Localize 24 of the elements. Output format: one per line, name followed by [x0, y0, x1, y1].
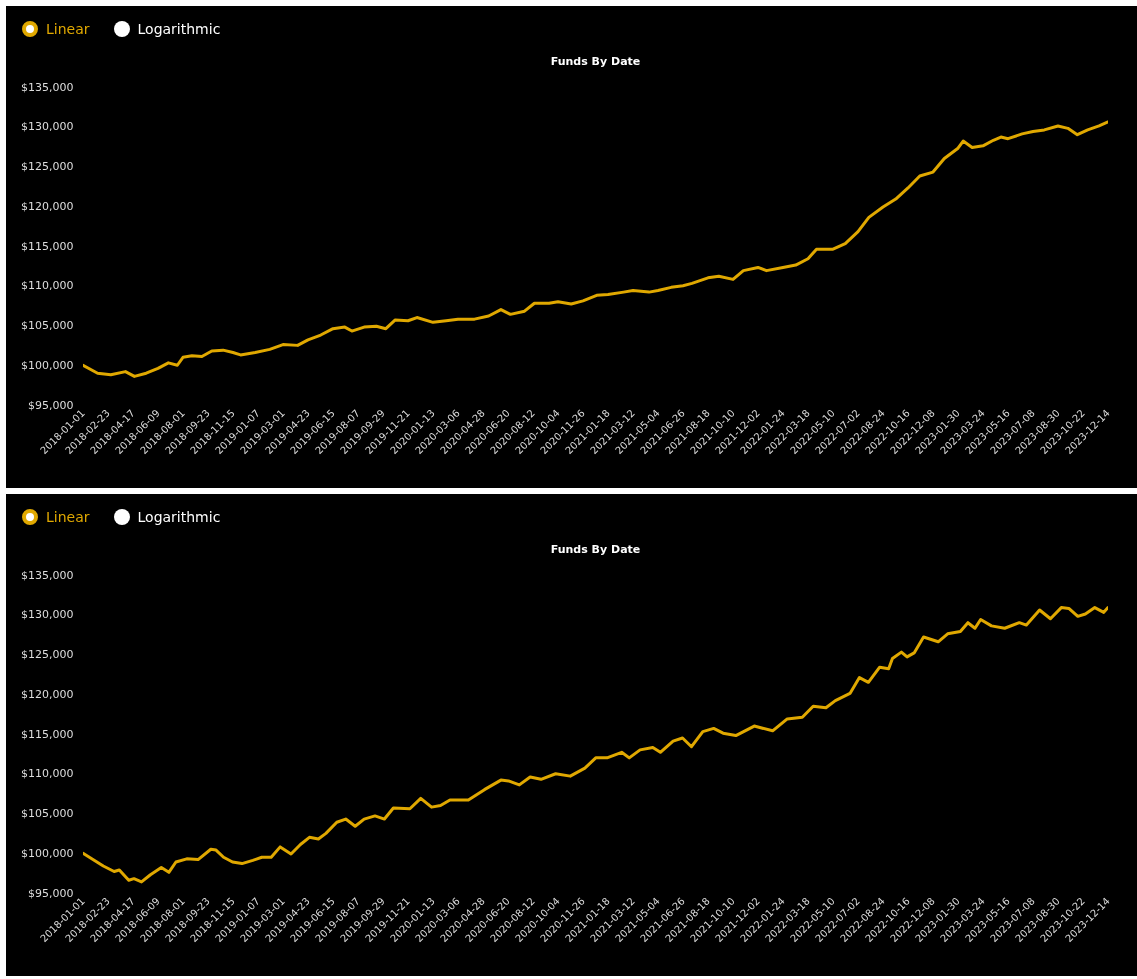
- y-tick-label: $120,000: [21, 199, 74, 213]
- line-series: [83, 606, 1108, 884]
- y-tick-label: $115,000: [21, 727, 74, 741]
- y-tick-label: $105,000: [21, 319, 74, 332]
- y-tick-label: $100,000: [21, 358, 74, 372]
- chart-title: Funds By Date: [550, 55, 641, 68]
- y-tick-label: $125,000: [21, 648, 74, 661]
- scale-radio-group: Linear Logarithmic: [22, 21, 221, 37]
- scale-radio-group: Linear Logarithmic: [22, 509, 221, 525]
- y-tick-label: $130,000: [21, 120, 74, 134]
- y-tick-label: $125,000: [21, 160, 74, 173]
- y-tick-label: $135,000: [21, 80, 74, 94]
- y-tick-label: $135,000: [21, 568, 74, 582]
- y-tick-label: $110,000: [21, 279, 74, 293]
- y-tick-label: $115,000: [21, 239, 74, 253]
- chart-title: Funds By Date: [550, 543, 641, 556]
- y-tick-label: $110,000: [21, 767, 74, 781]
- y-tick-label: $105,000: [21, 807, 74, 820]
- y-tick-label: $95,000: [28, 398, 74, 412]
- y-tick-label: $120,000: [21, 687, 74, 701]
- y-tick-label: $95,000: [28, 886, 74, 900]
- y-tick-label: $100,000: [21, 846, 74, 860]
- y-tick-label: $130,000: [21, 608, 74, 622]
- line-series: [83, 120, 1108, 378]
